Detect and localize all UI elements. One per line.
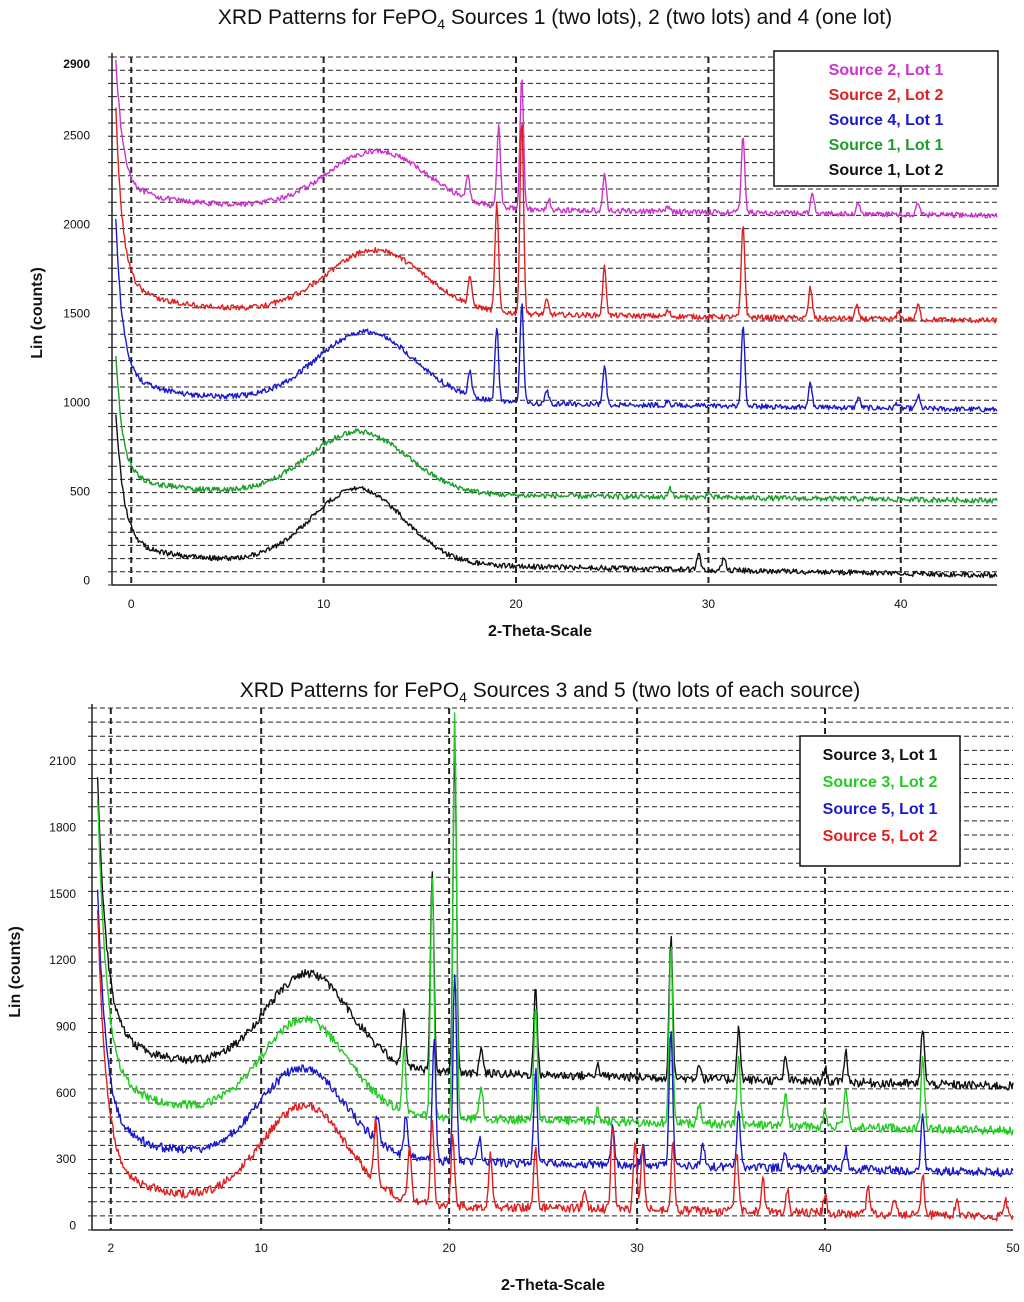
series-line-source-2-lot-2 <box>115 107 998 324</box>
legend-box <box>799 735 961 867</box>
legend-entry: Source 3, Lot 1 <box>823 747 938 764</box>
x-tick-label: 40 <box>894 597 908 611</box>
x-tick-label: 20 <box>442 1241 456 1255</box>
y-tick-label: 1500 <box>49 887 76 901</box>
x-tick-label: 50 <box>1006 1241 1020 1255</box>
series-line-source-1-lot-1 <box>115 355 998 504</box>
legend-box <box>773 50 999 187</box>
legend-entry: Source 2, Lot 1 <box>829 62 944 79</box>
legend-entry: Source 2, Lot 2 <box>829 87 944 104</box>
legend-entry: Source 1, Lot 2 <box>829 162 944 179</box>
xrd-chart-sources-1-2-4: XRD Patterns for FePO4 Sources 1 (two lo… <box>29 6 999 640</box>
y-tick-label: 900 <box>56 1020 76 1034</box>
legend-entry: Source 3, Lot 2 <box>823 774 938 791</box>
y-tick-label: 1000 <box>63 395 90 409</box>
series-group <box>96 712 1014 1222</box>
x-tick-label: 10 <box>254 1241 268 1255</box>
series-line-source-1-lot-2 <box>115 414 998 579</box>
series-line-source-5-lot-2 <box>96 910 1014 1222</box>
y-tick-label: 1200 <box>49 953 76 967</box>
xrd-chart-sources-3-5: XRD Patterns for FePO4 Sources 3 and 5 (… <box>7 679 1020 1294</box>
axis-ticks: 0 500 1000 1500 2000 2500 2900 0 10 20 30 40 <box>63 57 908 611</box>
series-line-source-3-lot-1 <box>96 741 1014 1091</box>
series-line-source-5-lot-1 <box>96 889 1014 1178</box>
x-tick-label: 2 <box>107 1241 114 1255</box>
x-tick-label: 20 <box>509 597 523 611</box>
grid-lines <box>88 704 1013 1231</box>
y-tick-label: 2900 <box>63 57 90 71</box>
series-line-source-3-lot-2 <box>96 712 1014 1136</box>
y-tick-label: 300 <box>56 1152 76 1166</box>
x-tick-label: 10 <box>317 597 331 611</box>
x-axis-label: 2-Theta-Scale <box>501 1277 605 1294</box>
x-tick-label: 0 <box>128 597 135 611</box>
y-tick-label: 2500 <box>63 128 90 142</box>
legend-entry: Source 5, Lot 2 <box>823 828 938 845</box>
y-axis-label: Lin (counts) <box>7 926 24 1018</box>
series-group <box>115 59 998 579</box>
legend: Source 2, Lot 1 Source 2, Lot 2 Source 4, … <box>773 50 999 187</box>
y-tick-label: 2000 <box>63 217 90 231</box>
y-tick-label: 1500 <box>63 306 90 320</box>
x-tick-label: 30 <box>702 597 716 611</box>
x-tick-label: 40 <box>818 1241 832 1255</box>
legend-entry: Source 1, Lot 1 <box>829 137 944 154</box>
chart-title: XRD Patterns for FePO4 Sources 3 and 5 (… <box>240 679 861 705</box>
y-axis-label: Lin (counts) <box>29 267 46 359</box>
series-line-source-2-lot-1 <box>115 59 998 219</box>
series-line-source-4-lot-1 <box>115 218 998 413</box>
y-tick-label: 1800 <box>49 820 76 834</box>
y-tick-label: 0 <box>83 574 90 588</box>
x-tick-label: 30 <box>630 1241 644 1255</box>
y-tick-label: 500 <box>70 485 90 499</box>
legend-entry: Source 5, Lot 1 <box>823 801 938 818</box>
y-tick-label: 600 <box>56 1086 76 1100</box>
chart-title: XRD Patterns for FePO4 Sources 1 (two lo… <box>218 6 892 32</box>
legend-entry: Source 4, Lot 1 <box>829 112 944 129</box>
legend: Source 3, Lot 1 Source 3, Lot 2 Source 5, … <box>799 735 961 867</box>
y-tick-label: 2100 <box>49 754 76 768</box>
x-axis-label: 2-Theta-Scale <box>488 623 592 640</box>
axis-ticks: 0 300 600 900 1200 1500 1800 2100 2 10 20 30 40 50 <box>49 754 1020 1255</box>
y-tick-label: 0 <box>69 1219 76 1233</box>
